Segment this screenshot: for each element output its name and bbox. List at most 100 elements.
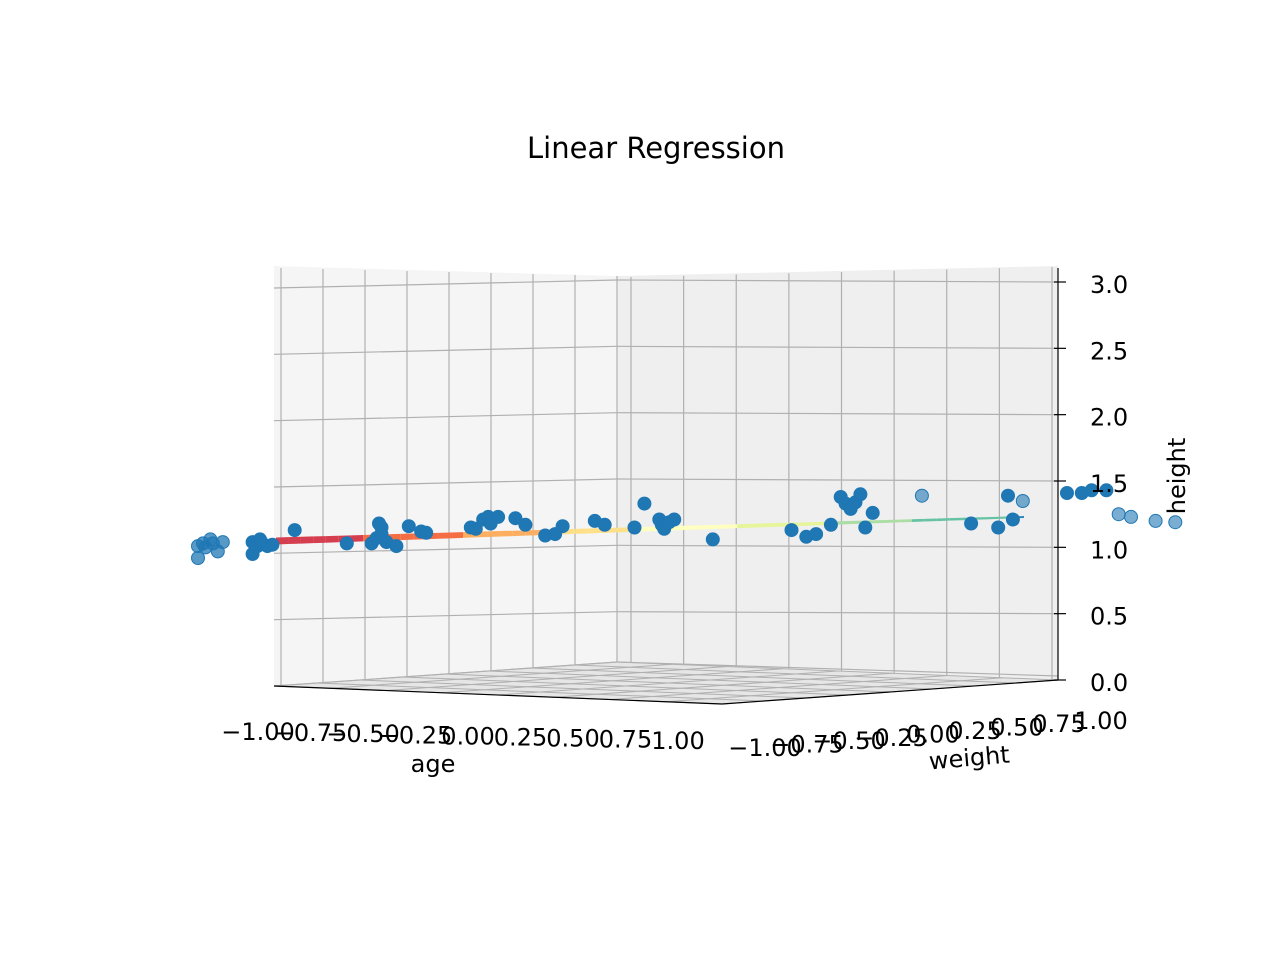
- data-point: [991, 520, 1006, 535]
- surface-segment: [300, 536, 314, 544]
- left-pane: [274, 266, 617, 686]
- data-point: [468, 521, 483, 536]
- x-tick-label: 0.25: [494, 724, 547, 752]
- data-point: [627, 520, 642, 535]
- surface-segment: [749, 523, 763, 528]
- data-point: [858, 520, 873, 535]
- grid-line: [273, 345, 618, 355]
- grid-line: [616, 345, 1059, 349]
- z-tick-label: 3.0: [1090, 271, 1128, 299]
- surface-segment: [899, 519, 912, 523]
- surface-segment: [612, 527, 626, 533]
- surface-segment: [974, 517, 987, 520]
- surface-segment: [724, 524, 738, 529]
- z-tick-label: 2.5: [1090, 337, 1128, 365]
- y-tick-label: −0.50: [812, 727, 886, 755]
- z-tick-label: 0.5: [1090, 603, 1128, 631]
- grid-line: [273, 611, 618, 621]
- surface-segment: [774, 522, 788, 527]
- data-point: [1124, 509, 1138, 524]
- grid-line: [273, 279, 618, 289]
- surface-segment: [687, 525, 700, 530]
- surface-segment: [712, 524, 725, 530]
- x-axis-label: age: [411, 750, 456, 778]
- x-tick-label: 0.00: [441, 722, 494, 750]
- surface-segment: [325, 535, 339, 543]
- surface-segment: [487, 531, 501, 537]
- data-point: [1084, 483, 1099, 498]
- grid-line: [609, 675, 948, 700]
- data-point: [339, 536, 354, 551]
- surface-segment: [911, 518, 925, 522]
- y-tick-label: 1.00: [1074, 707, 1127, 735]
- x-axis-line: [273, 685, 723, 705]
- data-point: [419, 525, 434, 540]
- surface-segment: [512, 530, 526, 537]
- surface-segment: [575, 528, 588, 534]
- grid-line: [553, 672, 893, 698]
- grid-line: [273, 478, 618, 488]
- data-point: [705, 532, 720, 547]
- surface-segment: [450, 532, 463, 539]
- grid-line: [273, 544, 618, 554]
- surface-segment: [924, 518, 937, 522]
- grid-line: [616, 279, 1059, 283]
- surface-segment: [350, 534, 364, 542]
- surface-segment: [400, 533, 414, 541]
- data-point: [215, 535, 230, 550]
- surface-segment: [699, 524, 713, 530]
- z-tick-label: 1.0: [1090, 536, 1128, 564]
- surface-segment: [525, 529, 538, 536]
- data-point: [555, 519, 570, 534]
- data-point: [784, 523, 799, 538]
- y-axis-line: [721, 679, 1059, 705]
- data-point: [1001, 488, 1015, 503]
- right-pane: [617, 266, 1058, 680]
- data-point: [823, 517, 838, 532]
- data-point: [1060, 486, 1074, 500]
- data-point: [1168, 515, 1183, 530]
- surface-segment: [874, 519, 887, 524]
- surface-segment: [276, 537, 289, 545]
- surface-segment: [936, 518, 950, 522]
- data-point: [1111, 507, 1126, 522]
- y-axis-label: weight: [928, 741, 1011, 776]
- x-tick-label: 1.00: [651, 727, 704, 755]
- surface-segment: [799, 522, 813, 526]
- y-tick-label: −1.00: [728, 734, 802, 762]
- grid-line: [329, 663, 673, 689]
- y-tick-label: −0.25: [854, 724, 928, 752]
- z-tick-label: 0.0: [1090, 669, 1128, 697]
- grid-line: [616, 544, 1059, 548]
- grid-line: [616, 611, 1059, 615]
- data-point: [809, 527, 824, 542]
- surface-segment: [886, 519, 900, 523]
- data-point: [1099, 483, 1114, 498]
- grid-line: [665, 677, 1003, 703]
- x-tick-label: 0.75: [599, 726, 652, 754]
- y-tick-label: 0.00: [906, 720, 959, 748]
- surface-segment: [313, 536, 326, 544]
- data-point: [865, 505, 880, 520]
- surface-segment: [438, 532, 451, 539]
- data-point: [637, 496, 652, 511]
- data-point: [287, 523, 302, 538]
- chart-title: Linear Regression: [527, 131, 785, 165]
- grid-line: [497, 670, 838, 696]
- x-tick-label: 0.50: [546, 725, 599, 753]
- data-points: [191, 483, 1183, 565]
- x-tick-label: −0.25: [379, 721, 453, 749]
- data-point: [1005, 512, 1020, 527]
- grid-line: [273, 412, 618, 422]
- y-tick-label: −0.75: [770, 731, 844, 759]
- data-point: [597, 517, 612, 532]
- z-tick-label: 2.0: [1090, 404, 1128, 432]
- data-point: [853, 487, 868, 502]
- grid-lines: [273, 267, 1059, 705]
- data-point: [191, 551, 205, 565]
- data-point: [401, 519, 416, 534]
- y-tick-label: 0.50: [990, 714, 1043, 742]
- x-tick-label: −0.50: [326, 720, 400, 748]
- data-point: [667, 512, 682, 527]
